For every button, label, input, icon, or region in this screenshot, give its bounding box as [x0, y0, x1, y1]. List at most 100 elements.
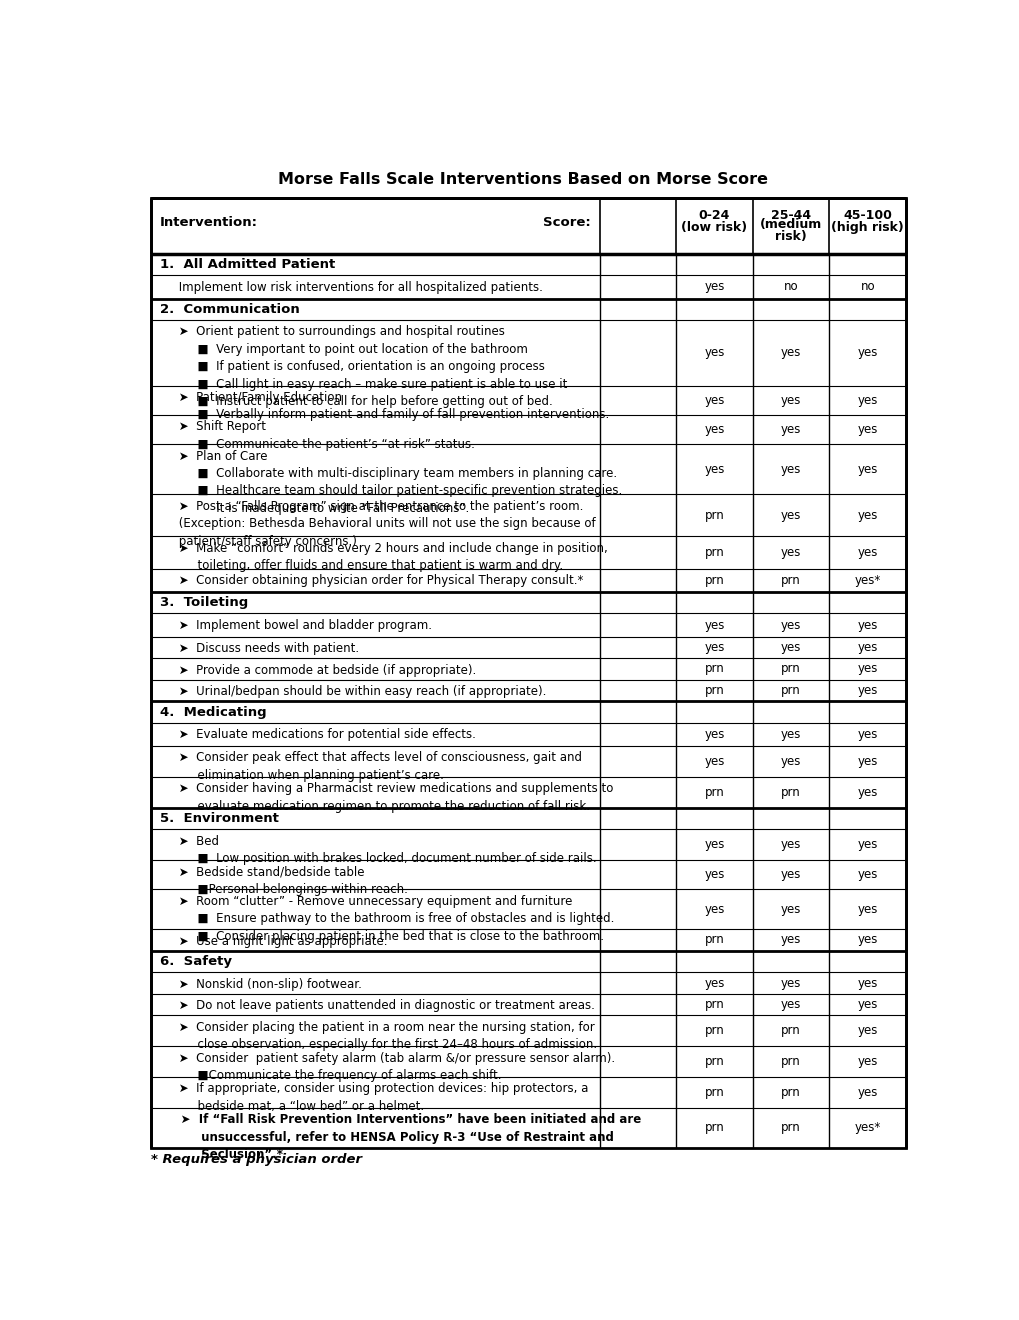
Text: prn: prn — [704, 508, 723, 521]
Text: yes: yes — [857, 933, 877, 946]
Text: ➤  Do not leave patients unattended in diagnostic or treatment areas.: ➤ Do not leave patients unattended in di… — [160, 999, 594, 1012]
Text: yes: yes — [781, 546, 801, 560]
Text: yes: yes — [857, 684, 877, 697]
Text: 3.  Toileting: 3. Toileting — [160, 597, 248, 610]
Text: yes: yes — [703, 838, 723, 851]
Text: yes: yes — [857, 346, 877, 359]
Text: 4.  Medicating: 4. Medicating — [160, 705, 266, 718]
Text: risk): risk) — [774, 231, 806, 243]
Text: yes: yes — [703, 755, 723, 768]
Text: yes: yes — [781, 508, 801, 521]
Text: prn: prn — [704, 574, 723, 587]
Text: ➤  Nonskid (non-slip) footwear.: ➤ Nonskid (non-slip) footwear. — [160, 978, 362, 991]
Text: prn: prn — [781, 1121, 800, 1134]
Text: yes: yes — [857, 640, 877, 653]
Text: prn: prn — [704, 663, 723, 676]
Text: * Requires a physician order: * Requires a physician order — [151, 1152, 362, 1166]
Text: yes: yes — [781, 619, 801, 631]
Text: yes: yes — [857, 546, 877, 560]
Text: yes: yes — [781, 422, 801, 436]
Text: yes: yes — [781, 727, 801, 741]
Text: ➤  Bedside stand/bedside table
          ■Personal belongings within reach.: ➤ Bedside stand/bedside table ■Personal … — [160, 866, 408, 896]
Text: yes: yes — [703, 346, 723, 359]
Text: 45-100: 45-100 — [843, 209, 892, 222]
Text: prn: prn — [704, 933, 723, 946]
Text: yes*: yes* — [854, 1121, 880, 1134]
Text: ➤  Consider peak effect that affects level of consciousness, gait and
          : ➤ Consider peak effect that affects leve… — [160, 751, 582, 781]
Text: ➤  Evaluate medications for potential side effects.: ➤ Evaluate medications for potential sid… — [160, 729, 476, 742]
Text: prn: prn — [704, 785, 723, 799]
Text: Morse Falls Scale Interventions Based on Morse Score: Morse Falls Scale Interventions Based on… — [277, 173, 767, 187]
Text: ➤  Make “comfort” rounds every 2 hours and include change in position,
         : ➤ Make “comfort” rounds every 2 hours an… — [160, 543, 607, 573]
Text: no: no — [860, 280, 874, 293]
Text: 25-44: 25-44 — [770, 209, 810, 222]
Text: yes: yes — [857, 977, 877, 990]
Text: Implement low risk interventions for all hospitalized patients.: Implement low risk interventions for all… — [160, 281, 542, 294]
Text: ➤  Consider  patient safety alarm (tab alarm &/or pressure sensor alarm).
      : ➤ Consider patient safety alarm (tab ala… — [160, 1052, 614, 1082]
Text: yes: yes — [857, 727, 877, 741]
Text: no: no — [783, 280, 798, 293]
Text: ➤  Consider placing the patient in a room near the nursing station, for
        : ➤ Consider placing the patient in a room… — [160, 1020, 596, 1051]
Text: prn: prn — [704, 546, 723, 560]
Text: yes: yes — [857, 508, 877, 521]
Text: ➤  Consider having a Pharmacist review medications and supplements to
          : ➤ Consider having a Pharmacist review me… — [160, 783, 612, 813]
Text: 0-24: 0-24 — [698, 209, 730, 222]
Text: yes: yes — [857, 619, 877, 631]
Text: prn: prn — [704, 1121, 723, 1134]
Text: ➤  Patient/Family Education
          ■  Verbally inform patient and family of f: ➤ Patient/Family Education ■ Verbally in… — [160, 391, 608, 421]
Text: 6.  Safety: 6. Safety — [160, 954, 232, 968]
Text: prn: prn — [704, 1024, 723, 1038]
Text: yes: yes — [781, 462, 801, 475]
Text: yes: yes — [703, 280, 723, 293]
Text: yes: yes — [781, 755, 801, 768]
Text: ➤  Room “clutter” - Remove unnecessary equipment and furniture
          ■  Ensu: ➤ Room “clutter” - Remove unnecessary eq… — [160, 895, 613, 942]
Text: yes: yes — [857, 755, 877, 768]
Text: yes: yes — [857, 998, 877, 1011]
Text: yes: yes — [857, 393, 877, 407]
Text: prn: prn — [781, 1024, 800, 1038]
Text: yes: yes — [857, 869, 877, 880]
Text: 2.  Communication: 2. Communication — [160, 302, 300, 315]
Text: yes: yes — [703, 640, 723, 653]
Text: yes: yes — [781, 393, 801, 407]
Text: (high risk): (high risk) — [830, 222, 903, 234]
Text: prn: prn — [781, 663, 800, 676]
Text: 5.  Environment: 5. Environment — [160, 812, 278, 825]
Text: yes: yes — [781, 869, 801, 880]
Text: yes: yes — [703, 422, 723, 436]
Text: ➤  If “Fall Risk Prevention Interventions” have been initiated and are
         : ➤ If “Fall Risk Prevention Interventions… — [160, 1113, 641, 1162]
Text: yes: yes — [703, 977, 723, 990]
Text: yes: yes — [781, 903, 801, 916]
Text: ➤  Shift Report
          ■  Communicate the patient’s “at risk” status.: ➤ Shift Report ■ Communicate the patient… — [160, 420, 475, 450]
Text: yes: yes — [857, 785, 877, 799]
Text: ➤  Urinal/bedpan should be within easy reach (if appropriate).: ➤ Urinal/bedpan should be within easy re… — [160, 685, 546, 698]
Text: ➤  Bed
          ■  Low position with brakes locked, document number of side rai: ➤ Bed ■ Low position with brakes locked,… — [160, 834, 596, 865]
Text: yes: yes — [703, 903, 723, 916]
Text: yes*: yes* — [854, 574, 880, 587]
Text: ➤  Plan of Care
          ■  Collaborate with multi-disciplinary team members in: ➤ Plan of Care ■ Collaborate with multi-… — [160, 450, 622, 515]
Text: yes: yes — [857, 462, 877, 475]
Text: yes: yes — [703, 393, 723, 407]
Text: ➤  Provide a commode at bedside (if appropriate).: ➤ Provide a commode at bedside (if appro… — [160, 664, 476, 677]
Text: prn: prn — [704, 998, 723, 1011]
Text: yes: yes — [857, 838, 877, 851]
Text: yes: yes — [703, 869, 723, 880]
Text: yes: yes — [781, 998, 801, 1011]
Text: yes: yes — [781, 838, 801, 851]
Text: ➤  Use a night light as appropriate.: ➤ Use a night light as appropriate. — [160, 935, 387, 948]
Text: Intervention:: Intervention: — [160, 215, 258, 228]
Text: (low risk): (low risk) — [681, 222, 747, 234]
Text: yes: yes — [857, 422, 877, 436]
Text: prn: prn — [704, 1055, 723, 1068]
Text: prn: prn — [781, 574, 800, 587]
Text: yes: yes — [857, 1086, 877, 1100]
Text: ➤  Consider obtaining physician order for Physical Therapy consult.*: ➤ Consider obtaining physician order for… — [160, 574, 583, 587]
Text: prn: prn — [781, 1055, 800, 1068]
Text: prn: prn — [781, 785, 800, 799]
Text: prn: prn — [704, 684, 723, 697]
Text: yes: yes — [781, 933, 801, 946]
Text: Score:: Score: — [543, 215, 590, 228]
Text: yes: yes — [781, 346, 801, 359]
Text: yes: yes — [781, 977, 801, 990]
Text: ➤  Implement bowel and bladder program.: ➤ Implement bowel and bladder program. — [160, 619, 432, 632]
